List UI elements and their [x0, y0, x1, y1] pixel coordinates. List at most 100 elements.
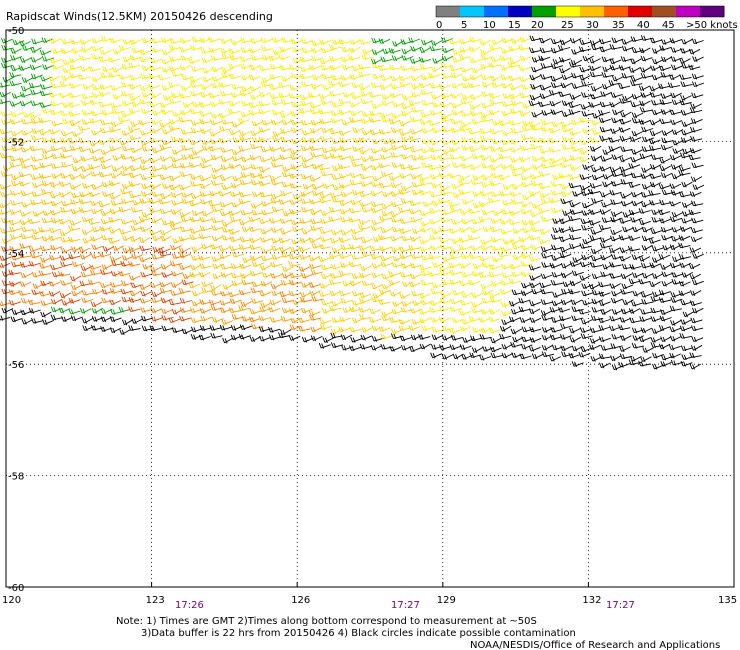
wind-barb	[88, 163, 101, 170]
wind-barb	[540, 246, 553, 253]
wind-barb	[250, 54, 264, 61]
wind-barb	[300, 173, 313, 180]
map-frame	[5, 29, 735, 588]
wind-barb	[652, 352, 664, 359]
wind-barb	[460, 110, 473, 117]
wind-barb	[358, 297, 372, 304]
wind-barb	[170, 92, 184, 99]
wind-barb	[580, 218, 593, 225]
wind-barb	[158, 250, 172, 257]
wind-barb	[380, 75, 393, 82]
wind-barb	[472, 263, 484, 269]
legend-tick-label: 25	[561, 20, 574, 31]
wind-barb	[478, 272, 491, 278]
wind-barb	[360, 165, 373, 171]
wind-barb	[678, 170, 691, 176]
wind-barb	[370, 190, 382, 197]
wind-barb	[611, 154, 624, 161]
wind-barb	[391, 162, 404, 168]
wind-barb	[419, 293, 431, 299]
wind-barb	[501, 130, 514, 137]
wind-barb	[288, 253, 301, 260]
wind-barb	[8, 299, 21, 306]
wind-barb	[481, 209, 494, 216]
wind-barb	[429, 109, 442, 116]
wind-barb	[632, 290, 645, 297]
wind-barb	[320, 99, 333, 105]
wind-barb	[139, 56, 151, 63]
wind-barb	[479, 333, 492, 340]
wind-barb	[541, 334, 554, 341]
wind-barb	[209, 101, 222, 108]
wind-barb	[670, 56, 683, 62]
wind-barb	[371, 103, 384, 109]
wind-barb	[250, 38, 263, 44]
wind-barb	[460, 66, 473, 73]
wind-barb	[579, 185, 592, 191]
wind-barb	[371, 335, 384, 342]
wind-barb	[209, 325, 222, 331]
wind-barb	[439, 297, 452, 304]
wind-barb	[180, 128, 193, 135]
wind-barb	[649, 119, 661, 126]
wind-barb	[101, 66, 114, 73]
wind-barb	[688, 64, 701, 71]
wind-barb	[479, 354, 492, 361]
wind-barb	[591, 306, 604, 313]
wind-barb	[679, 152, 693, 159]
wind-barb	[488, 271, 502, 278]
wind-barb	[650, 342, 663, 348]
wind-barb	[430, 154, 443, 161]
wind-barb	[169, 118, 181, 125]
wind-barb	[360, 334, 373, 341]
wind-barb	[631, 254, 644, 261]
wind-barb	[649, 130, 662, 137]
time-labels: 17:26 17:27 17:27	[175, 600, 635, 611]
wind-barb	[601, 72, 614, 78]
wind-barb	[368, 317, 381, 323]
wind-barb	[610, 343, 623, 349]
wind-barb	[59, 152, 73, 159]
wind-barb	[189, 44, 203, 51]
wind-barb	[611, 171, 624, 177]
wind-barb	[679, 99, 692, 106]
wind-barb	[390, 211, 402, 218]
wind-barb	[68, 225, 81, 232]
wind-barb	[40, 280, 53, 287]
wind-barb	[310, 218, 323, 225]
wind-barb	[241, 74, 253, 81]
wind-barb	[410, 75, 423, 82]
wind-barb	[378, 162, 391, 169]
wind-barb	[531, 203, 544, 209]
wind-barb	[379, 84, 392, 91]
wind-barb	[368, 91, 382, 98]
wind-barb	[398, 246, 412, 253]
wind-barb	[188, 153, 201, 160]
wind-barb	[240, 301, 252, 308]
wind-barb	[458, 179, 471, 186]
wind-barb	[100, 119, 113, 126]
wind-barb	[28, 82, 42, 89]
wind-barb	[410, 173, 423, 180]
wind-barb	[370, 58, 383, 65]
wind-barb	[281, 272, 294, 279]
wind-barb	[98, 251, 112, 258]
wind-barb	[320, 135, 333, 142]
wind-barb	[652, 291, 665, 298]
lat-label: -54	[8, 249, 24, 260]
wind-barb	[430, 344, 444, 350]
wind-barb	[300, 100, 313, 107]
wind-barb	[178, 235, 191, 242]
wind-barb	[511, 183, 523, 190]
wind-barb	[241, 226, 254, 233]
wind-barb	[99, 91, 111, 98]
wind-barb	[100, 163, 113, 170]
wind-barb	[372, 293, 384, 299]
wind-barb	[100, 326, 113, 332]
credit-line: NOAA/NESDIS/Office of Research and Appli…	[470, 640, 720, 650]
wind-barb	[281, 181, 294, 188]
wind-barb	[352, 127, 364, 134]
wind-barb	[519, 110, 531, 117]
wind-barb	[520, 174, 533, 181]
wind-barb	[222, 337, 234, 344]
